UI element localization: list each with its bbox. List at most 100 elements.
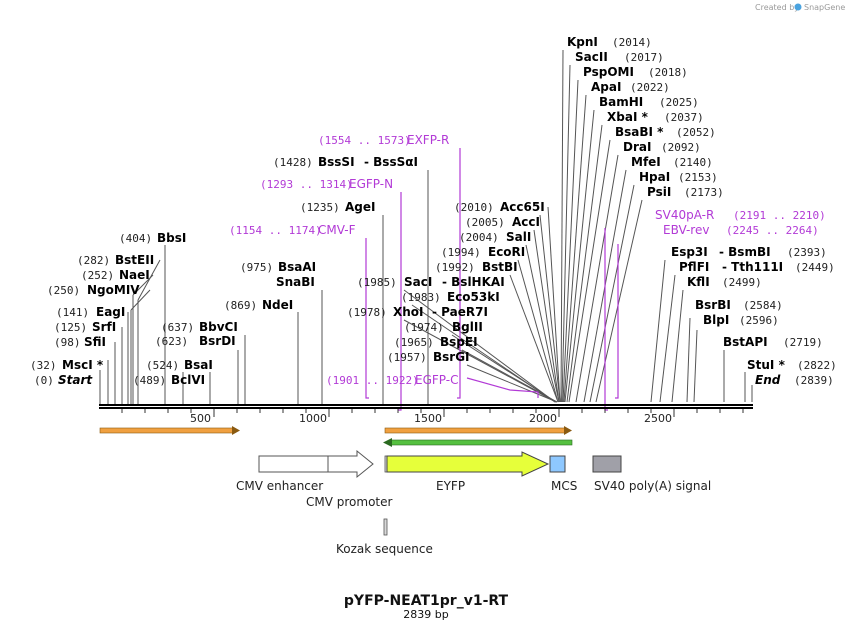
site-pos: (98) (54, 336, 81, 349)
site-pos: (2037) (664, 111, 704, 124)
feature-eyfp (386, 451, 550, 477)
site-pos: (404) (119, 232, 152, 245)
sequence-backbone (99, 404, 753, 409)
site-pos: (32) (30, 359, 57, 372)
site-pos: (250) (47, 284, 80, 297)
site-pos: (2449) (795, 261, 835, 274)
snapgene-credit: Created by SnapGene (755, 3, 845, 12)
site-name: BssSI (318, 155, 355, 169)
site-pos: (282) (77, 254, 110, 267)
site-name: Eco53kI (447, 290, 500, 304)
orf-reverse-mid (383, 438, 573, 447)
site-pos: (1983) (401, 291, 441, 304)
site-pos: (637) (161, 321, 194, 334)
feature-cmv-enhancer (258, 455, 329, 473)
site-name: BsaAI (278, 260, 316, 274)
site-pos: (2092) (661, 141, 701, 154)
site-name: NgoMIV (87, 283, 140, 297)
site-name: Esp3I (671, 245, 708, 259)
primer-range: (2245 .. 2264) (726, 224, 819, 237)
site-name: KpnI (567, 35, 598, 49)
site-name: BsaI (184, 358, 213, 372)
site-name: - BslHKAI (442, 275, 505, 289)
site-name: AccI (512, 215, 540, 229)
feature-mcs (549, 455, 566, 473)
feature-cmv-promoter (327, 449, 374, 479)
site-name: BstAPI (723, 335, 768, 349)
site-name: PsiI (647, 185, 671, 199)
primer-name: EXFP-R (407, 133, 449, 147)
primer-range: (2191 .. 2210) (733, 209, 826, 222)
tick-label: 2500 (644, 412, 672, 425)
site-name: - BssSαI (364, 155, 418, 169)
feature-label-cmv-enhancer: CMV enhancer (236, 479, 323, 493)
site-pos: (623) (155, 335, 188, 348)
site-pos: (1978) (347, 306, 387, 319)
site-name: MfeI (631, 155, 661, 169)
site-name: - BsmBI (719, 245, 771, 259)
tick-label: 1500 (414, 412, 442, 425)
orf-forward-mid (384, 426, 572, 435)
map-title-block: pYFP-NEAT1pr_v1-RT 2839 bp (344, 593, 509, 621)
primer-range: (1293 .. 1314) (260, 178, 353, 191)
site-name: HpaI (639, 170, 670, 184)
site-name: StuI * (747, 358, 786, 372)
site-name: BsrGI (433, 350, 470, 364)
site-name: BsrBI (695, 298, 731, 312)
site-name: SfiI (84, 335, 106, 349)
site-pos: (1974) (404, 321, 444, 334)
site-pos: (1994) (441, 246, 481, 259)
site-name: BsrDI (199, 334, 236, 348)
site-pos: (2839) (794, 374, 834, 387)
site-pos: (2022) (630, 81, 670, 94)
ruler-ticks (121, 409, 744, 417)
site-pos: (2822) (797, 359, 837, 372)
site-name: NdeI (262, 298, 293, 312)
site-name: NaeI (119, 268, 150, 282)
site-name: - Tth111I (722, 260, 783, 274)
site-name: SacI (404, 275, 432, 289)
site-name: AgeI (345, 200, 375, 214)
site-pos: (1985) (357, 276, 397, 289)
site-name: BbsI (157, 231, 186, 245)
primer-name: EGFP-N (349, 177, 393, 191)
site-pos: (869) (224, 299, 257, 312)
feature-label-eyfp: EYFP (436, 479, 465, 493)
primer-range: (1154 .. 1174) (229, 224, 322, 237)
feature-label-mcs: MCS (551, 479, 577, 493)
site-name: SrfI (92, 320, 116, 334)
site-pos: (2719) (783, 336, 823, 349)
credit-app: SnapGene (804, 3, 845, 12)
site-name: BbvCI (199, 320, 238, 334)
site-pos: (2005) (465, 216, 505, 229)
site-name: BspEI (440, 335, 478, 349)
orf-forward-left (99, 426, 240, 435)
site-name: EcoRI (488, 245, 525, 259)
site-pos: (2017) (624, 51, 664, 64)
primer-name: EBV-rev (663, 223, 709, 237)
ruler-labels: 500 1000 1500 2000 2500 (190, 412, 672, 425)
kozak-marker (383, 518, 388, 536)
site-pos: (125) (54, 321, 87, 334)
site-pos: (2010) (454, 201, 494, 214)
tick-label: 1000 (299, 412, 327, 425)
site-name: KflI (687, 275, 710, 289)
feature-labels: CMV enhancer CMV promoter EYFP MCS SV40 … (236, 479, 711, 556)
site-name: DraI (623, 140, 651, 154)
site-pos: (2014) (612, 36, 652, 49)
site-pos: (489) (133, 374, 166, 387)
site-pos: (0) (34, 374, 54, 387)
site-name: BclVI (171, 373, 205, 387)
primer-name: CMV-F (318, 223, 356, 237)
feature-label-kozak: Kozak sequence (336, 542, 433, 556)
site-pos: (2173) (684, 186, 724, 199)
site-name: BstBI (482, 260, 518, 274)
site-name: ApaI (591, 80, 621, 94)
feature-label-cmv-promoter: CMV promoter (306, 495, 393, 509)
site-name: - PaeR7I (432, 305, 488, 319)
site-pos: (2052) (676, 126, 716, 139)
plasmid-length: 2839 bp (403, 608, 448, 621)
primer-range: (1554 .. 1573) (318, 134, 411, 147)
site-name: XhoI (393, 305, 424, 319)
